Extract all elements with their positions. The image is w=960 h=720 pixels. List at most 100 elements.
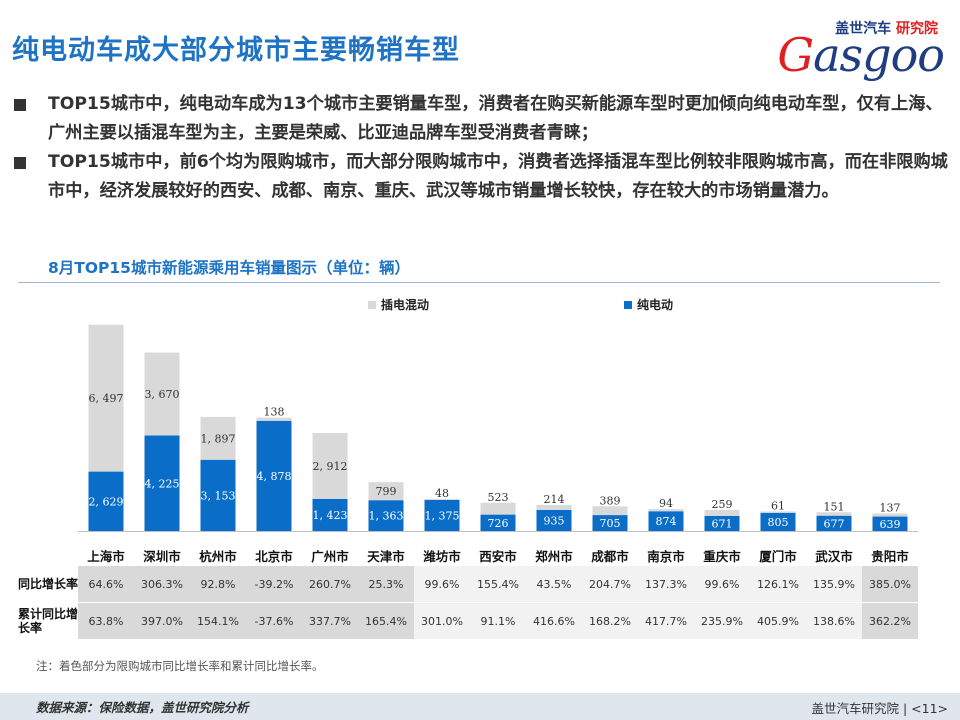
x-tick-label: 深圳市 — [143, 549, 181, 564]
logo-word-g: G — [777, 28, 814, 82]
table-cell: 138.6% — [806, 602, 862, 640]
x-tick-label: 杭州市 — [199, 549, 237, 564]
table-cell: 91.1% — [470, 602, 526, 640]
data-label-phev: 259 — [712, 498, 733, 511]
bar-bev — [816, 515, 852, 531]
table-cell: 126.1% — [750, 566, 806, 603]
x-tick-label: 厦门市 — [759, 549, 797, 564]
table-cell: 417.7% — [638, 602, 694, 640]
table-cell: -37.6% — [246, 602, 302, 640]
chart-note: 注：着色部分为限购城市同比增长率和累计同比增长率。 — [36, 659, 324, 673]
table-cell: 155.4% — [470, 566, 526, 603]
data-label-phev: 48 — [435, 487, 449, 500]
bar-phev — [312, 433, 348, 499]
growth-table: 同比增长率 64.6% 306.3% 92.8% -39.2% 260.7% 25.3% 9… — [18, 566, 918, 640]
table-cell: 92.8% — [190, 566, 246, 603]
x-tick-label: 郑州市 — [535, 549, 573, 564]
table-cell: 43.5% — [526, 566, 582, 603]
gasgoo-logo: 盖世汽车 研究院 Gasgoo — [758, 18, 948, 82]
table-cell: 306.3% — [134, 566, 190, 603]
table-cell: -39.2% — [246, 566, 302, 603]
data-label-bev: 2, 629 — [89, 495, 124, 508]
bullet-list: TOP15城市中，纯电动车成为13个城市主要销量车型，消费者在购买新能源车型时更… — [14, 90, 950, 206]
data-label-bev: 3, 153 — [201, 489, 236, 502]
data-label-bev: 4, 878 — [257, 470, 292, 483]
data-label-bev: 677 — [824, 517, 845, 530]
x-tick-label: 潍坊市 — [422, 549, 461, 564]
data-label-bev: 1, 423 — [313, 509, 348, 522]
data-label-phev: 523 — [488, 491, 509, 504]
data-label-phev: 94 — [659, 497, 673, 510]
bar-bev — [704, 515, 740, 531]
x-tick-label: 北京市 — [255, 549, 293, 564]
bar-bev — [368, 500, 404, 531]
page-number: <11> — [911, 701, 948, 716]
logo-word-rest: asgoo — [813, 28, 945, 82]
legend-label-phev: 插电混动 — [381, 298, 430, 312]
data-label-bev: 935 — [544, 514, 565, 527]
x-tick-label: 贵阳市 — [871, 549, 909, 564]
x-tick-label: 上海市 — [87, 549, 125, 564]
table-cell: 204.7% — [582, 566, 638, 603]
footer-org: 盖世汽车研究院 — [811, 701, 899, 716]
data-label-phev: 389 — [600, 494, 621, 507]
bar-phev — [200, 416, 236, 460]
table-row: 同比增长率 64.6% 306.3% 92.8% -39.2% 260.7% 25.3% 9… — [18, 566, 918, 603]
legend-swatch-bev — [624, 300, 632, 309]
table-cell: 137.3% — [638, 566, 694, 603]
data-label-bev: 726 — [488, 517, 509, 530]
data-label-bev: 639 — [880, 518, 901, 531]
bar-phev — [256, 417, 292, 421]
data-label-bev: 705 — [600, 517, 621, 530]
chart-title: 8月TOP15城市新能源乘用车销量图示（单位：辆） — [48, 259, 410, 277]
data-label-phev: 3, 670 — [145, 388, 180, 401]
x-tick-label: 南京市 — [647, 549, 685, 564]
legend-item-bev: 纯电动 — [624, 296, 673, 313]
bar-bev — [872, 516, 908, 531]
data-label-bev: 671 — [712, 517, 733, 530]
logo-cn-dept: 研究院 — [896, 21, 938, 37]
table-cell: 260.7% — [302, 566, 358, 603]
bullet-square-icon — [14, 99, 26, 111]
bar-bev — [256, 420, 292, 531]
bar-phev — [368, 482, 404, 501]
footer: 数据来源：保险数据，盖世研究院分析 盖世汽车研究院 | <11> — [0, 693, 960, 720]
bar-phev — [760, 511, 796, 513]
bar-bev — [760, 512, 796, 531]
data-label-phev: 61 — [771, 499, 785, 512]
bar-bev — [536, 509, 572, 531]
table-cell: 135.9% — [806, 566, 862, 603]
table-cell: 405.9% — [750, 602, 806, 640]
bar-bev — [312, 498, 348, 531]
x-tick-label: 武汉市 — [815, 549, 853, 564]
bar-phev — [816, 512, 852, 516]
bar-phev — [592, 506, 628, 516]
table-cell: 362.2% — [862, 602, 918, 640]
x-tick-label: 重庆市 — [703, 549, 741, 564]
bar-bev — [424, 499, 460, 531]
data-label-phev: 137 — [880, 501, 901, 514]
table-cell: 416.6% — [526, 602, 582, 640]
legend-item-phev: 插电混动 — [368, 296, 429, 313]
bar-phev — [648, 509, 684, 512]
table-cell: 385.0% — [862, 566, 918, 603]
table-cell: 154.1% — [190, 602, 246, 640]
table-cell: 64.6% — [78, 566, 134, 603]
legend-swatch-phev — [368, 300, 376, 309]
bar-phev — [144, 352, 180, 436]
data-label-bev: 1, 375 — [425, 509, 460, 522]
x-tick-label: 成都市 — [591, 549, 629, 564]
table-cell: 337.7% — [302, 602, 358, 640]
bar-bev — [648, 511, 684, 531]
data-label-bev: 874 — [656, 515, 677, 528]
data-label-phev: 138 — [264, 406, 285, 419]
x-tick-label: 西安市 — [479, 549, 517, 564]
table-cell: 63.8% — [78, 602, 134, 640]
bar-phev — [536, 505, 572, 510]
table-cell: 99.6% — [694, 566, 750, 603]
bar-bev — [88, 471, 124, 531]
table-cell: 168.2% — [582, 602, 638, 640]
bar-phev — [88, 324, 124, 472]
logo-cn-name: 盖世汽车 — [835, 21, 892, 37]
data-label-phev: 1, 897 — [201, 432, 236, 445]
